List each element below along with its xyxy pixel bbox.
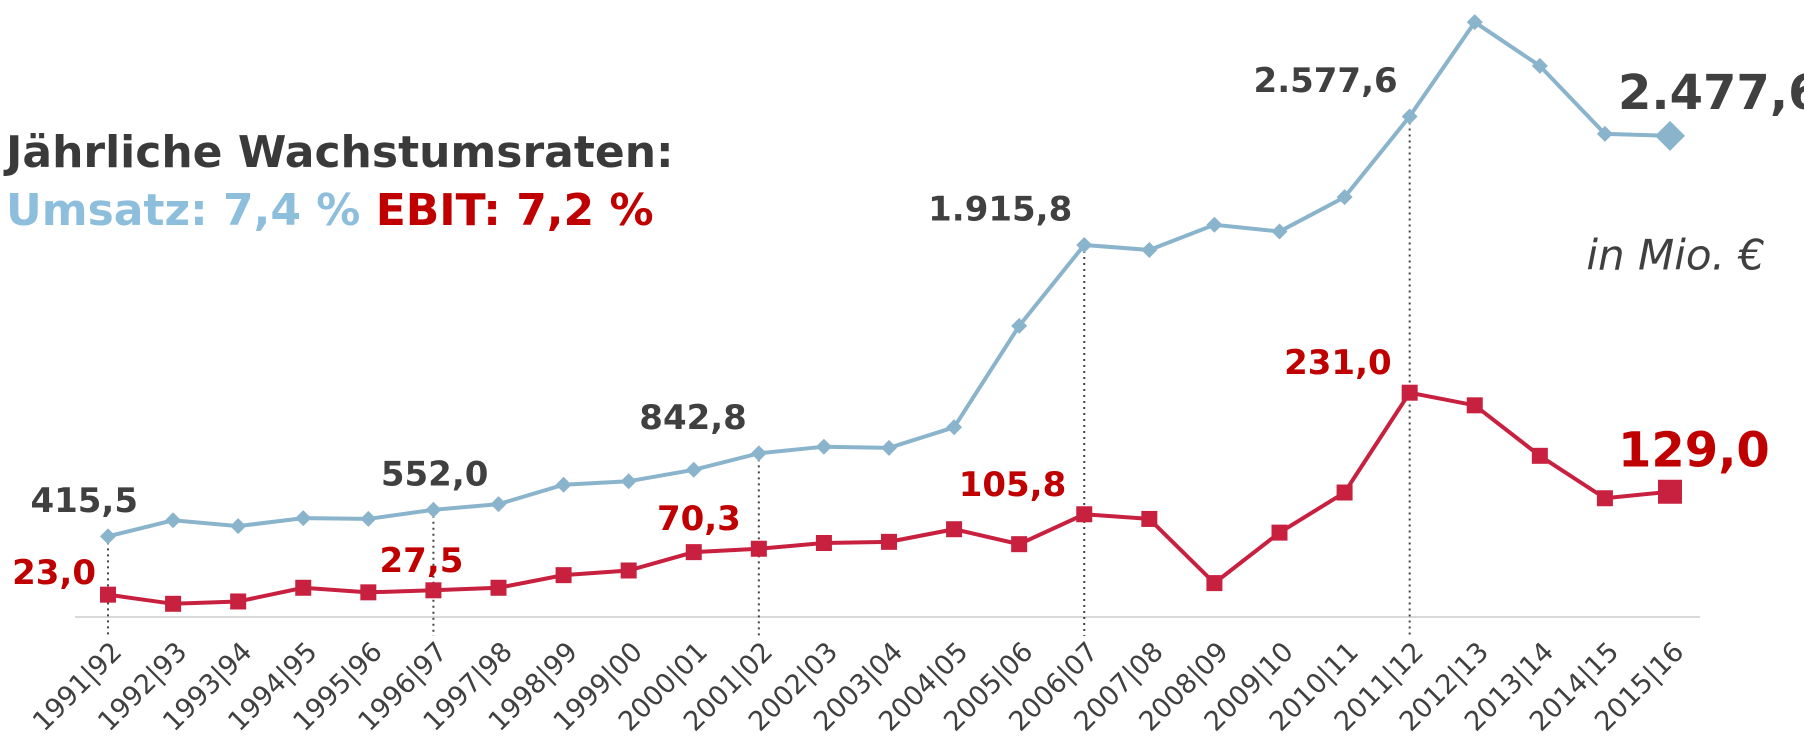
marker: [1401, 384, 1418, 401]
legend-entry: EBIT: 7,2 %: [376, 185, 654, 236]
data-label: 23,0: [12, 553, 96, 593]
marker: [295, 510, 312, 527]
chart-title: Jährliche Wachstumsraten:: [3, 127, 674, 178]
marker: [815, 535, 832, 552]
data-label: 1.915,8: [928, 189, 1072, 229]
marker: [1011, 317, 1028, 334]
marker: [1206, 575, 1223, 592]
marker: [1336, 189, 1353, 206]
series-line: [107, 390, 1671, 606]
marker: [1141, 510, 1158, 527]
marker: [1466, 14, 1483, 31]
data-label: 552,0: [381, 454, 489, 494]
marker: [230, 518, 247, 535]
marker: [1466, 397, 1483, 414]
marker: [425, 582, 442, 599]
marker: [1658, 479, 1682, 504]
marker: [815, 438, 832, 455]
marker: [1271, 223, 1288, 240]
marker: [490, 496, 507, 513]
marker: [750, 445, 767, 462]
marker: [620, 562, 637, 579]
marker: [1596, 125, 1613, 142]
marker: [1655, 120, 1685, 151]
data-label: 105,8: [959, 465, 1067, 505]
marker: [881, 439, 897, 456]
marker: [1596, 490, 1613, 507]
marker: [1401, 108, 1418, 125]
marker: [425, 501, 442, 518]
marker: [490, 579, 507, 596]
legend-entry: Umsatz: 7,4 %: [6, 185, 360, 236]
marker: [100, 586, 116, 603]
unit-annotation: in Mio. €: [1586, 231, 1765, 280]
data-label: 415,5: [30, 481, 138, 521]
marker: [1271, 524, 1288, 541]
marker: [620, 473, 637, 490]
marker: [881, 533, 897, 550]
data-label: 231,0: [1284, 343, 1392, 383]
marker: [1141, 241, 1158, 258]
marker: [295, 579, 312, 596]
marker: [100, 528, 116, 545]
marker: [1336, 484, 1353, 501]
marker: [165, 595, 182, 612]
marker: [685, 544, 702, 561]
data-label: 2.577,6: [1254, 61, 1398, 101]
marker: [1076, 236, 1093, 253]
marker: [1206, 216, 1223, 233]
marker: [165, 512, 182, 529]
marker: [750, 540, 767, 557]
data-label: 70,3: [657, 499, 741, 539]
data-label: 842,8: [639, 398, 747, 438]
marker: [360, 584, 377, 601]
marker: [1011, 536, 1028, 553]
marker: [360, 510, 377, 527]
marker: [685, 461, 702, 478]
marker: [230, 593, 247, 610]
marker: [1531, 447, 1548, 464]
marker: [1076, 506, 1093, 523]
marker: [946, 521, 963, 538]
series-line: [107, 19, 1671, 539]
legend: Umsatz: 7,4 % EBIT: 7,2 %: [6, 185, 654, 236]
marker: [1531, 57, 1548, 74]
data-label: 27,5: [380, 541, 464, 581]
marker: [555, 567, 572, 584]
marker: [946, 419, 963, 436]
marker: [555, 476, 572, 493]
data-label: 2.477,6: [1618, 65, 1804, 121]
data-label: 129,0: [1618, 423, 1770, 479]
